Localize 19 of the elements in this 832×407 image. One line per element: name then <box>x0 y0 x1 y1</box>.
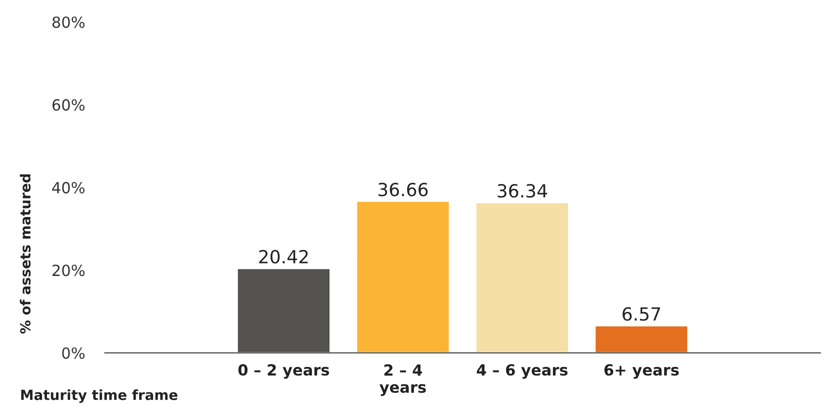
y-tick-label: 40% <box>52 182 85 194</box>
y-tick-label: 60% <box>52 99 85 111</box>
data-label: 36.66 <box>378 182 428 196</box>
y-tick-label: 0% <box>62 347 85 359</box>
x-tick-label: 2 – 4 years <box>380 364 426 396</box>
x-tick-label: 4 – 6 years <box>476 364 568 379</box>
data-label: 20.42 <box>259 250 308 264</box>
x-tick-label: 0 – 2 years <box>238 364 330 379</box>
y-axis-title: % of assets matured <box>20 174 31 334</box>
bar <box>236 268 331 353</box>
data-label: 6.57 <box>622 307 660 321</box>
bar <box>356 200 450 353</box>
x-axis-title: Maturity time frame <box>21 389 178 403</box>
data-label: 36.34 <box>498 184 548 198</box>
bar <box>475 202 570 353</box>
y-tick-label: 20% <box>52 264 85 276</box>
x-tick-label: 6+ years <box>604 364 679 379</box>
y-tick-label: 80% <box>52 16 85 28</box>
bar <box>594 325 689 353</box>
